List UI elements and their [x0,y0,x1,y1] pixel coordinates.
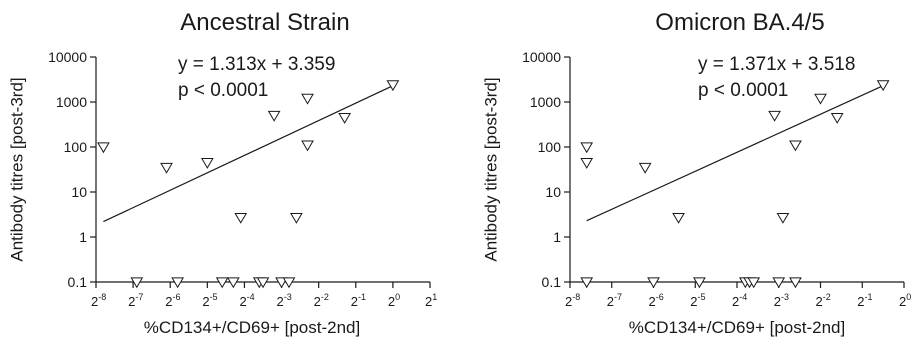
y-tick-label: 100 [64,139,88,155]
data-point [171,277,185,289]
data-point [876,80,890,92]
y-tick-label: 10 [71,184,87,200]
chart-title: Omicron BA.4/5 [655,9,824,36]
data-point [301,140,314,152]
data-point [200,157,214,169]
regression-line [103,85,394,223]
p-value-annotation: p < 0.0001 [698,80,788,101]
x-tick-label: 2-7 [128,292,143,309]
x-tick-label: 21 [425,292,437,309]
data-point [160,162,173,174]
p-value-annotation: p < 0.0001 [178,80,268,101]
data-point [226,277,240,289]
y-axis-label: Antibody titres [post-3rd] [481,77,500,261]
y-axis-label: Antibody titres [post-3rd] [7,77,26,261]
x-tick-label: 20 [899,292,911,309]
regression-line [586,85,884,222]
data-point [338,112,352,124]
data-point [215,277,229,289]
x-tick-label: 2-7 [607,292,622,309]
x-tick-label: 2-4 [239,292,254,309]
data-point [647,277,660,289]
y-tick-label: 1 [553,229,561,245]
x-tick-label: 2-4 [732,292,747,309]
data-point [282,277,296,289]
regression-equation: y = 1.313x + 3.359 [178,54,335,75]
x-tick-label: 2-8 [91,292,106,309]
x-tick-label: 2-2 [314,292,329,309]
chart-title: Ancestral Strain [180,9,349,36]
data-point [234,212,248,224]
data-point [814,93,827,105]
x-tick-label: 2-5 [202,292,217,309]
x-tick-label: 2-6 [165,292,180,309]
x-tick-label: 2-3 [774,292,789,309]
y-tick-label: 1000 [530,94,561,110]
data-point [580,157,594,169]
x-tick-label: 2-1 [351,292,366,309]
x-tick-label: 2-5 [690,292,705,309]
data-point [789,140,802,152]
data-point [301,93,314,105]
x-tick-label: 2-3 [277,292,292,309]
data-point [256,277,270,289]
y-tick-label: 10000 [48,49,87,65]
data-point [776,212,790,224]
data-point [386,80,400,92]
x-tick-label: 2-8 [565,292,580,309]
data-point [830,112,844,124]
data-point [768,110,781,122]
chart-panel-2: Omicron BA.4/5 y = 1.371x + 3.518 p < 0.00… [481,9,911,337]
data-point [638,162,652,174]
x-axis-label: %CD134+/CD69+ [post-2nd] [629,318,845,337]
y-tick-label: 0.1 [542,274,562,290]
y-tick-label: 0.1 [68,274,88,290]
data-point [672,212,685,224]
y-tick-label: 100 [538,139,562,155]
data-point [693,277,706,289]
x-axis-label: %CD134+/CD69+ [post-2nd] [144,318,360,337]
y-tick-label: 10000 [522,49,561,65]
chart-panel-1: Ancestral Strain y = 1.313x + 3.359 p < 0.… [7,9,437,337]
x-tick-label: 2-6 [649,292,664,309]
data-point [97,142,110,154]
y-tick-label: 1000 [56,94,87,110]
y-tick-label: 10 [545,184,561,200]
y-tick-label: 1 [79,229,87,245]
data-point [580,142,594,154]
x-tick-label: 2-2 [816,292,831,309]
x-tick-label: 2-1 [857,292,872,309]
data-point [290,212,303,224]
data-point [580,277,594,289]
data-point [267,110,281,122]
data-point [789,277,802,289]
regression-equation: y = 1.371x + 3.518 [698,54,855,75]
data-point [130,277,144,289]
data-point [747,277,761,289]
data-point [772,277,786,289]
x-tick-label: 20 [388,292,400,309]
